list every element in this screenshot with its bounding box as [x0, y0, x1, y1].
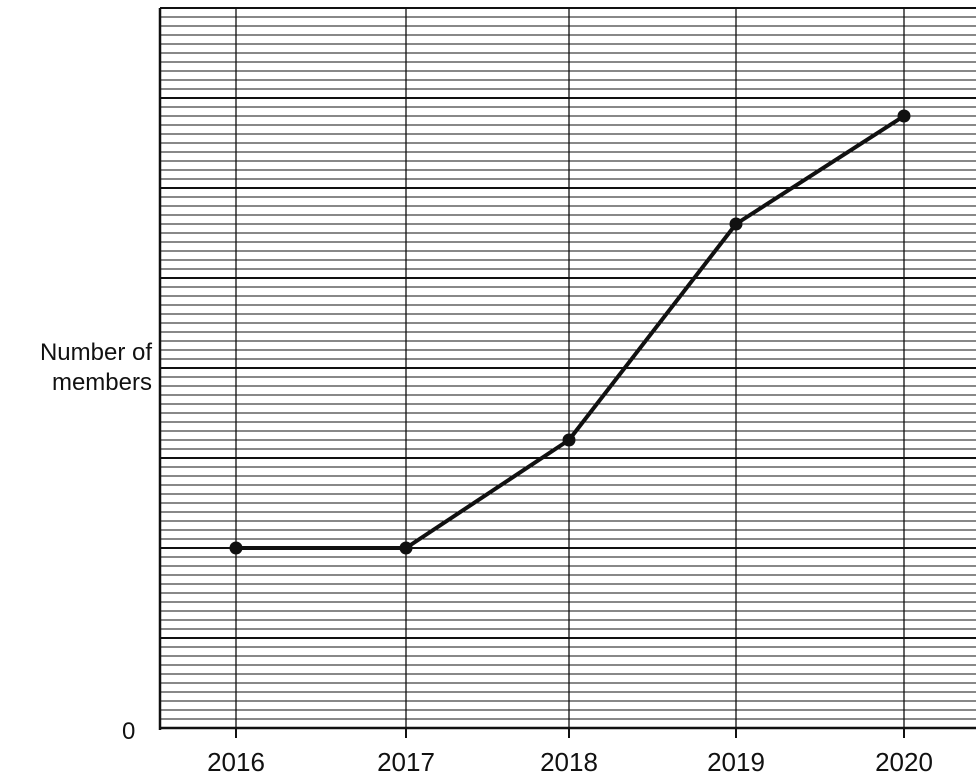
data-point-2016	[229, 541, 243, 555]
x-tick-label: 2017	[377, 747, 435, 777]
y-axis-label-line-1: Number of	[39, 339, 152, 366]
horizontal-gridlines	[160, 7, 976, 720]
x-tick-label: 2018	[540, 747, 598, 777]
axes	[158, 8, 976, 738]
x-tick-labels: 2016 2017 2018 2019 2020	[207, 747, 933, 777]
data-point-2017	[399, 541, 413, 555]
y-axis-label: Number of members	[0, 338, 152, 398]
x-tick-label: 2019	[707, 747, 765, 777]
y-tick-label-zero: 0	[122, 718, 136, 745]
data-point-2018	[562, 433, 576, 447]
data-point-2020	[897, 109, 911, 123]
data-point-2019	[729, 217, 743, 231]
x-tick-label: 2016	[207, 747, 265, 777]
vertical-gridlines	[235, 8, 905, 728]
x-tick-label: 2020	[875, 747, 933, 777]
series-layer	[229, 109, 911, 555]
y-axis-label-line-2: members	[51, 369, 152, 396]
